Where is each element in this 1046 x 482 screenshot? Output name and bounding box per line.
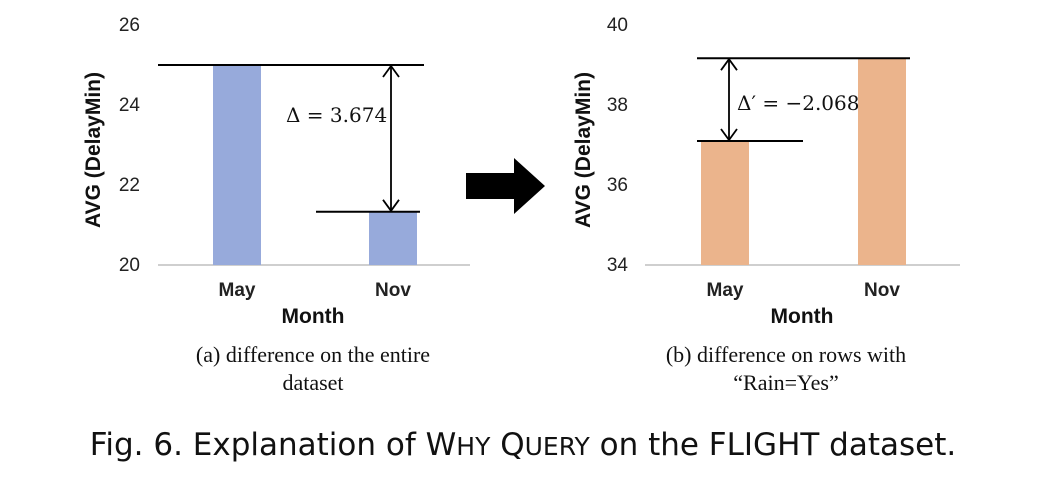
caption-a-line2: dataset xyxy=(282,370,343,395)
right-arrow-icon xyxy=(466,158,545,214)
arrow-head-up xyxy=(720,57,738,71)
y-tick-label: 24 xyxy=(119,95,141,116)
caption-prefix: Fig. 6. Explanation of xyxy=(90,427,426,463)
caption-a-line1: (a) difference on the entire xyxy=(196,342,430,367)
bar-nov xyxy=(369,211,417,265)
difference-annotation: Δ = 3.674 xyxy=(286,103,387,127)
chart-a: 20 22 24 26 Δ = 3.674 May Nov Month AVG … xyxy=(82,15,470,395)
caption-sc2-rest: UERY xyxy=(525,432,591,461)
arrow-head-down xyxy=(382,199,400,213)
bar-may xyxy=(701,141,749,265)
arrow-head-up xyxy=(382,64,400,78)
x-tick-label-nov: Nov xyxy=(375,280,411,301)
caption-sc2-initial: Q xyxy=(500,427,524,463)
caption-b-line1: (b) difference on rows with xyxy=(666,342,906,367)
bar-nov xyxy=(858,58,906,266)
y-tick-label: 22 xyxy=(119,175,140,196)
caption-b-line2: “Rain=Yes” xyxy=(733,370,839,395)
bar-may xyxy=(213,65,261,265)
y-tick-label: 36 xyxy=(607,175,628,196)
caption-sc1-rest: HY xyxy=(456,432,491,461)
y-tick-label: 38 xyxy=(607,95,628,116)
chart-b: 34 36 38 40 Δ′ = −2.068 May Nov Month AV… xyxy=(572,15,960,395)
x-axis-title: Month xyxy=(282,305,345,328)
arrow-head-down xyxy=(720,128,738,142)
y-tick-label: 34 xyxy=(607,255,629,276)
x-tick-label-may: May xyxy=(707,280,744,301)
y-tick-label: 40 xyxy=(607,15,628,36)
caption-suffix: on the FLIGHT dataset. xyxy=(590,427,956,463)
difference-annotation: Δ′ = −2.068 xyxy=(737,91,859,115)
caption-sc1-initial: W xyxy=(426,427,457,463)
y-axis-title: AVG (DelayMin) xyxy=(82,72,105,228)
y-tick-label: 20 xyxy=(119,255,140,276)
figure-caption: Fig. 6. Explanation of WHY QUERY on the … xyxy=(90,427,956,463)
x-tick-label-nov: Nov xyxy=(864,280,900,301)
y-tick-label: 26 xyxy=(119,15,140,36)
x-tick-label-may: May xyxy=(219,280,256,301)
y-axis-title: AVG (DelayMin) xyxy=(572,72,595,228)
x-axis-title: Month xyxy=(771,305,834,328)
